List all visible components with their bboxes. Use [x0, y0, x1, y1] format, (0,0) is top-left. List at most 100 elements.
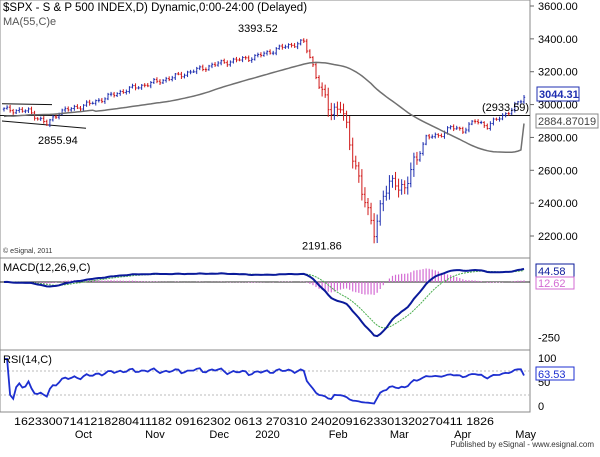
candle: [412, 152, 416, 177]
candle: [372, 213, 376, 244]
candle: [11, 108, 15, 115]
macd-value-box: 44.58: [535, 263, 575, 278]
candle: [103, 97, 107, 104]
candle: [382, 190, 385, 212]
candle: [479, 120, 483, 125]
macd-tick-label: -250: [538, 333, 560, 345]
candle: [238, 57, 241, 62]
price-tick-label: 2600.00: [538, 165, 578, 177]
candle: [415, 151, 419, 165]
signal-value: 12.62: [538, 278, 566, 290]
candle: [24, 109, 27, 114]
candle: [299, 39, 302, 46]
candle: [360, 169, 364, 201]
candle: [259, 52, 263, 58]
candle: [342, 103, 345, 121]
candle: [302, 38, 305, 43]
candle: [216, 61, 220, 67]
candle: [91, 101, 94, 105]
candle: [88, 99, 91, 106]
x-day-labels: 16233007141218280411182 09162302 0613 27…: [14, 416, 494, 428]
candle: [149, 81, 153, 89]
candle: [174, 72, 177, 81]
last-price-box: 3044.31: [536, 86, 580, 102]
candle: [434, 132, 437, 139]
candle: [256, 52, 260, 58]
candle: [15, 109, 18, 115]
candle: [284, 44, 287, 49]
trend-line-bottom: [1, 120, 87, 129]
copyright-label: © eSignal, 2011: [3, 248, 53, 255]
candle: [171, 75, 174, 82]
candle: [483, 121, 486, 128]
price-tick-label: 3600.00: [538, 1, 578, 13]
candle: [207, 64, 211, 71]
candle: [128, 86, 131, 94]
candle: [268, 49, 272, 55]
candle: [122, 89, 125, 94]
candle: [219, 59, 223, 66]
candle: [265, 50, 269, 56]
candle: [235, 56, 238, 63]
candle: [232, 57, 235, 64]
candle: [403, 180, 406, 195]
candle: [21, 107, 24, 113]
candle: [391, 175, 394, 188]
candle: [223, 58, 226, 64]
macd-line: [3, 267, 525, 338]
candle: [293, 43, 296, 48]
candle: [470, 120, 474, 126]
candle: [131, 83, 134, 89]
candle: [164, 76, 168, 83]
candle: [241, 56, 244, 63]
x-month-label: May: [515, 429, 536, 441]
signal-value-box: 12.62: [535, 276, 575, 290]
candle: [495, 117, 498, 121]
rsi-tick-label: 100: [538, 353, 556, 365]
x-month-label: Oct: [75, 429, 92, 441]
candle: [262, 51, 266, 57]
price-annotation: 2855.94: [38, 135, 78, 147]
candle: [198, 65, 201, 71]
candle: [210, 62, 214, 69]
trend-lines: [1, 103, 87, 129]
x-month-label: Dec: [209, 429, 229, 441]
candle: [213, 62, 217, 67]
ma-value-box: 2884.87019: [535, 113, 599, 129]
candle: [253, 54, 257, 61]
macd-signal-line: [4, 270, 525, 329]
candle: [486, 123, 489, 130]
candle: [70, 107, 73, 112]
candle: [2, 107, 6, 112]
candle: [195, 66, 198, 75]
ma-label: MA(55,C)e: [3, 16, 57, 28]
price-annotation: 3393.52: [238, 23, 278, 35]
candle: [314, 62, 318, 80]
candle: [51, 114, 55, 122]
rsi-line: [4, 358, 525, 405]
candle: [278, 44, 281, 50]
candle: [287, 43, 290, 49]
price-tick-label: 3200.00: [538, 67, 578, 79]
candle: [513, 101, 517, 113]
candle: [427, 133, 431, 140]
candle: [155, 77, 159, 84]
candle: [400, 179, 403, 195]
candle: [409, 162, 413, 188]
candle: [357, 161, 361, 183]
price-annotation: 2191.86: [302, 240, 342, 252]
candle: [336, 101, 339, 117]
candle: [323, 84, 327, 98]
ma-value: 2884.87019: [538, 116, 596, 128]
candle: [73, 104, 76, 111]
candle: [296, 41, 299, 50]
candle: [45, 119, 49, 126]
candle: [330, 102, 333, 121]
candle: [275, 47, 278, 56]
candles: [2, 38, 526, 244]
rsi-value: 63.53: [538, 369, 566, 381]
candle: [308, 49, 312, 59]
candle: [119, 89, 122, 96]
candle: [189, 69, 192, 75]
x-month-label: Feb: [329, 429, 348, 441]
